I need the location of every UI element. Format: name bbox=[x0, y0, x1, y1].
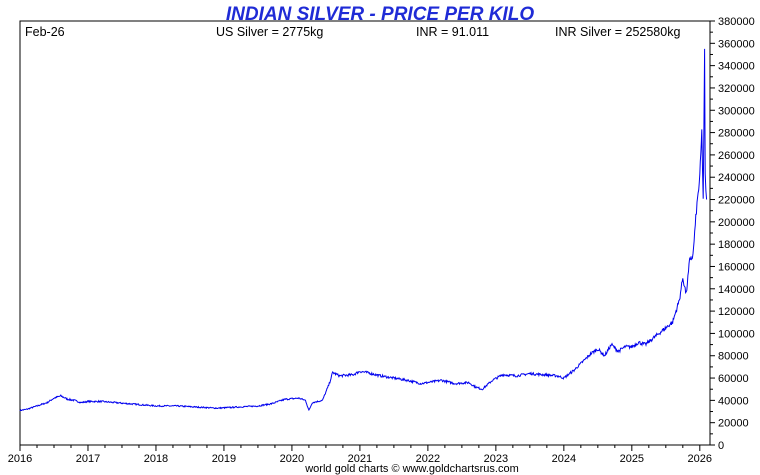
x-tick-label: 2023 bbox=[484, 453, 508, 465]
x-tick-label: 2025 bbox=[620, 453, 644, 465]
x-tick-label: 2021 bbox=[348, 453, 372, 465]
y-tick-label: 140000 bbox=[718, 284, 755, 296]
x-tick-label: 2020 bbox=[280, 453, 304, 465]
y-tick-label: 320000 bbox=[718, 83, 755, 95]
inr-rate-label: INR = 91.011 bbox=[416, 25, 489, 39]
y-tick-label: 300000 bbox=[718, 105, 755, 117]
y-tick-label: 360000 bbox=[718, 38, 755, 50]
inr-silver-label: INR Silver = 252580kg bbox=[555, 25, 680, 39]
x-tick-label: 2016 bbox=[8, 453, 32, 465]
y-tick-label: 260000 bbox=[718, 150, 755, 162]
credit-text: world gold charts © www.goldchartsrus.co… bbox=[304, 463, 519, 475]
y-tick-label: 120000 bbox=[718, 306, 755, 318]
silver-price-line bbox=[19, 48, 708, 412]
y-tick-label: 80000 bbox=[718, 351, 749, 363]
y-axis: 0 20000 40000 60000 80000 100000 120000 140000 1… bbox=[710, 16, 755, 452]
y-tick-label: 380000 bbox=[718, 16, 755, 28]
chart-title: INDIAN SILVER - PRICE PER KILO bbox=[226, 4, 534, 25]
y-tick-label: 240000 bbox=[718, 172, 755, 184]
y-tick-label: 0 bbox=[718, 440, 724, 452]
x-tick-label: 2017 bbox=[76, 453, 100, 465]
x-tick-label: 2024 bbox=[552, 453, 576, 465]
x-tick-label: 2019 bbox=[212, 453, 236, 465]
y-tick-label: 100000 bbox=[718, 328, 755, 340]
x-tick-label: 2026 bbox=[688, 453, 712, 465]
us-silver-label: US Silver = 2775kg bbox=[216, 25, 323, 39]
y-tick-label: 20000 bbox=[718, 418, 749, 430]
y-tick-label: 340000 bbox=[718, 61, 755, 73]
y-tick-label: 200000 bbox=[718, 217, 755, 229]
y-tick-label: 280000 bbox=[718, 128, 755, 140]
series-layer bbox=[19, 48, 708, 412]
y-tick-label: 60000 bbox=[718, 373, 749, 385]
y-tick-label: 220000 bbox=[718, 195, 755, 207]
x-tick-label: 2022 bbox=[416, 453, 440, 465]
date-label: Feb-26 bbox=[25, 25, 65, 39]
x-axis: 2016 2017 2018 2019 2020 2021 2022 2023 2024 2025… bbox=[8, 445, 712, 465]
y-tick-label: 180000 bbox=[718, 239, 755, 251]
y-tick-label: 160000 bbox=[718, 261, 755, 273]
y-tick-label: 40000 bbox=[718, 395, 749, 407]
x-tick-label: 2018 bbox=[144, 453, 168, 465]
